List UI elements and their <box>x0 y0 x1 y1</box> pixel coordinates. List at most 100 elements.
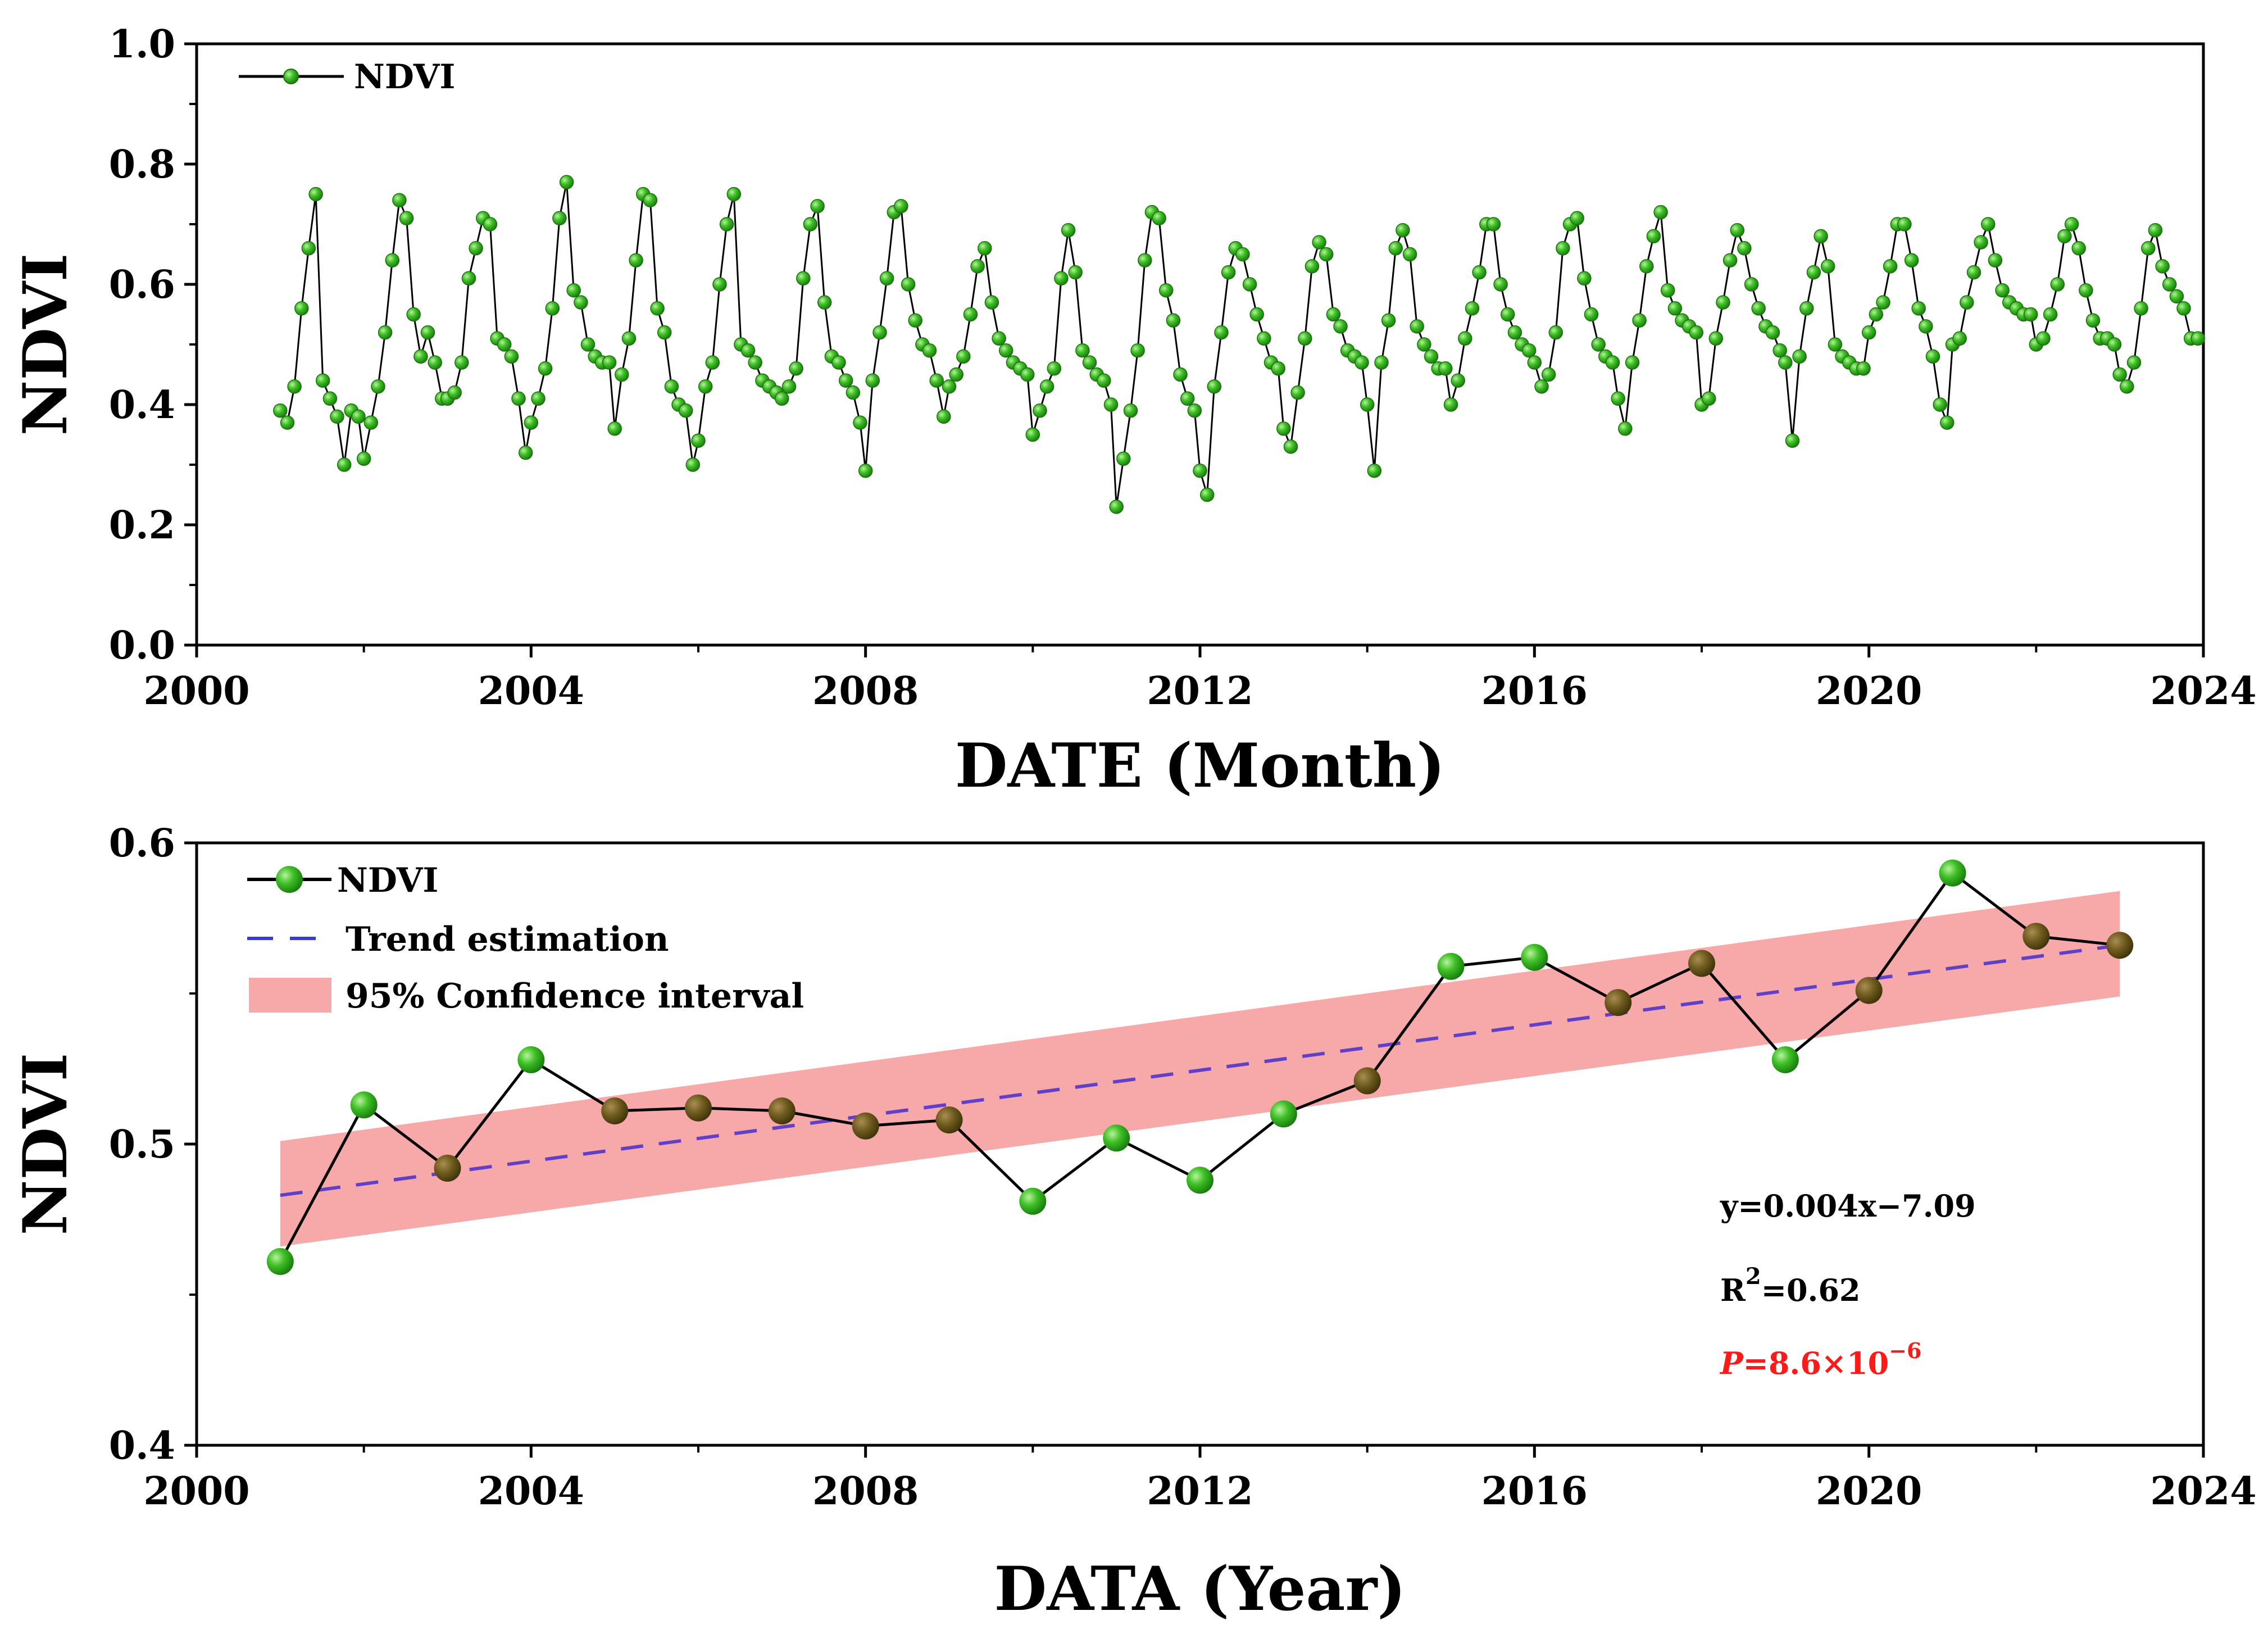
bot-ndvi-point <box>1688 950 1715 977</box>
top-ndvi-point <box>1897 217 1912 232</box>
top-ndvi-point <box>1933 397 1947 412</box>
bot-legend: NDVI Trend estimation 95% Confidence int… <box>247 861 804 1016</box>
top-ndvi-point <box>2141 241 2156 256</box>
top-ndvi-point <box>315 373 330 388</box>
top-ndvi-point <box>1355 355 1369 370</box>
top-ndvi-point <box>1417 337 1431 352</box>
top-ndvi-point <box>963 307 978 322</box>
top-ndvi-point <box>1548 325 1563 340</box>
top-ndvi-point <box>1861 325 1876 340</box>
top-ndvi-point <box>1952 331 1967 346</box>
bot-ndvi-point <box>2106 932 2134 959</box>
top-ndvi-point <box>1187 403 1202 418</box>
top-ndvi-point <box>929 373 944 388</box>
top-ndvi-point <box>545 301 560 316</box>
top-ndvi-point <box>970 259 985 274</box>
top-ndvi-point <box>1047 361 1062 376</box>
top-ndvi-point <box>2169 289 2184 304</box>
top-ndvi-point <box>872 325 887 340</box>
top-ndvi-point <box>2043 307 2058 322</box>
top-ndvi-point <box>949 367 963 382</box>
bot-y-tick-label: 0.4 <box>109 1423 175 1468</box>
top-x-tick-label: 2012 <box>1147 669 1253 714</box>
top-ndvi-point <box>1925 349 1940 364</box>
top-ndvi-point <box>1646 229 1661 244</box>
top-ndvi-point <box>1701 391 1716 406</box>
top-ndvi-point <box>1438 361 1453 376</box>
top-ndvi-point <box>1033 403 1047 418</box>
top-ndvi-point <box>922 343 937 358</box>
top-ndvi-point <box>1381 313 1396 328</box>
top-ndvi-point <box>1061 223 1076 238</box>
top-ndvi-point <box>531 391 546 406</box>
bot-ndvi-point <box>1353 1067 1381 1095</box>
top-ndvi-point <box>678 403 693 418</box>
top-ndvi-point <box>2162 277 2177 292</box>
top-ndvi-point <box>504 349 519 364</box>
top-ndvi-point <box>1605 355 1620 370</box>
top-ndvi-point <box>1820 259 1835 274</box>
top-ndvi-point <box>2036 331 2051 346</box>
top-ndvi-point <box>538 361 553 376</box>
bot-x-tick-label: 2004 <box>478 1469 584 1514</box>
top-ndvi-point <box>1276 421 1291 436</box>
top-ndvi-point <box>853 415 867 430</box>
top-ndvi-point <box>1305 259 1320 274</box>
top-ndvi-point <box>846 385 861 400</box>
bot-ndvi-point <box>1855 977 1883 1004</box>
top-ndvi-point <box>392 193 407 207</box>
top-ndvi-point <box>428 355 442 370</box>
top-ndvi-point <box>1486 217 1501 232</box>
top-ndvi-point <box>524 415 539 430</box>
top-ndvi-point <box>1708 331 1724 346</box>
top-ndvi-point <box>1577 271 1592 286</box>
top-ndvi-point <box>1367 463 1382 478</box>
top-ndvi-point <box>1116 451 1131 466</box>
top-ndvi-point <box>1360 397 1375 412</box>
top-y-axis-title: NDVI <box>10 253 81 436</box>
top-ndvi-point <box>1527 355 1542 370</box>
annual-ndvi-chart: 2000 2004 2008 2012 2016 2020 2024 0.4 0.5 0.6 ND… <box>10 821 2257 1625</box>
top-ndvi-point <box>1221 265 1236 280</box>
top-x-tick-label: 2000 <box>143 669 249 714</box>
top-ndvi-point <box>308 187 323 202</box>
top-ndvi-point <box>1097 373 1111 388</box>
top-ndvi-point <box>1249 307 1264 322</box>
top-ndvi-point <box>2085 313 2101 328</box>
top-x-tick-label: 2020 <box>1816 669 1922 714</box>
top-ndvi-point <box>301 241 316 256</box>
top-ndvi-point <box>1618 421 1633 436</box>
top-ndvi-point <box>273 403 288 418</box>
p-value: P=8.6×10−6 <box>1719 1338 1921 1381</box>
top-ndvi-point <box>879 271 894 286</box>
r-squared-value: =0.62 <box>1761 1272 1861 1308</box>
top-ndvi-point <box>511 391 526 406</box>
top-ndvi-point <box>1451 373 1465 388</box>
top-ndvi-point <box>740 343 756 358</box>
top-ndvi-point <box>1396 223 1410 238</box>
top-ndvi-point <box>1388 241 1403 256</box>
top-ndvi-point <box>2057 229 2072 244</box>
top-ndvi-point <box>1374 355 1389 370</box>
bot-ndvi-point <box>1103 1124 1130 1152</box>
top-ndvi-point <box>363 415 379 430</box>
top-ndvi-point <box>1995 283 2010 298</box>
top-ndvi-point <box>908 313 922 328</box>
top-ndvi-point <box>1082 355 1097 370</box>
top-ndvi-point <box>1290 385 1305 400</box>
top-ndvi-point <box>280 415 295 430</box>
top-ndvi-point <box>1792 349 1807 364</box>
top-ndvi-point <box>2176 301 2191 316</box>
top-ndvi-point <box>1960 295 1974 310</box>
bot-ndvi-point <box>1019 1187 1047 1215</box>
top-ndvi-point <box>2120 379 2134 394</box>
bot-ndvi-point <box>935 1106 963 1134</box>
top-ndvi-point <box>1974 235 1988 249</box>
top-ndvi-point <box>719 217 734 232</box>
r-squared-exponent: 2 <box>1746 1263 1761 1290</box>
top-ndvi-point <box>1904 253 1919 267</box>
top-ndvi-point <box>984 295 999 310</box>
top-ndvi-point <box>1814 229 1828 244</box>
top-ndvi-point <box>1507 325 1522 340</box>
top-ndvi-point <box>1424 349 1439 364</box>
